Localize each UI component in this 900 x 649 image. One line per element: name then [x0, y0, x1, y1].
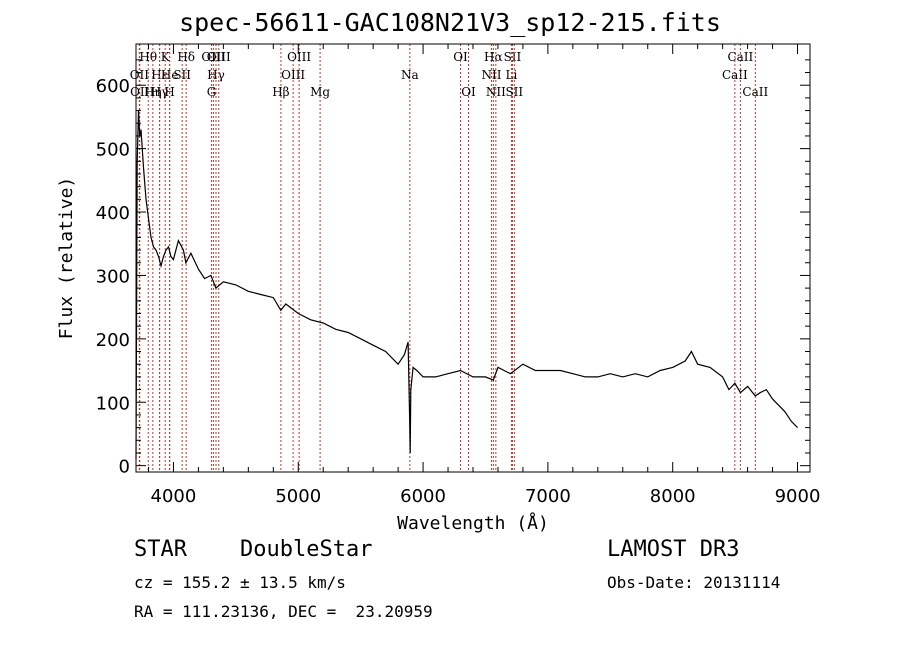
- line-label: NII: [481, 68, 501, 82]
- line-label: Hα: [484, 50, 503, 64]
- line-label: Hδ: [177, 50, 195, 64]
- line-label: Hγ: [151, 85, 169, 99]
- line-label: OIII: [207, 50, 231, 64]
- line-label: G: [207, 85, 217, 99]
- line-label: Hγ: [207, 68, 225, 82]
- x-tick-label: 8000: [650, 486, 696, 507]
- line-label: K: [161, 50, 171, 64]
- line-label: Hη: [144, 85, 162, 99]
- y-tick-label: 600: [96, 76, 130, 97]
- line-label: OIII: [281, 68, 305, 82]
- line-label: CaII: [722, 68, 748, 82]
- line-label: OIII: [201, 50, 225, 64]
- line-label: OI: [461, 85, 476, 99]
- line-label: Hε: [151, 68, 168, 82]
- line-label: Hβ: [272, 85, 289, 99]
- survey-name: LAMOST DR3: [607, 537, 740, 562]
- line-label: SII: [505, 85, 523, 99]
- flux-series-line: [135, 110, 798, 460]
- y-tick-label: 0: [119, 457, 130, 478]
- line-label: SII: [504, 50, 522, 64]
- y-axis-label: Flux (relative): [56, 177, 77, 340]
- x-tick-label: 9000: [775, 486, 821, 507]
- line-label: Na: [401, 68, 419, 82]
- x-tick-label: 5000: [275, 486, 321, 507]
- x-tick-label: 6000: [400, 486, 446, 507]
- line-label: OI: [453, 50, 468, 64]
- line-label: OIII: [287, 50, 311, 64]
- line-label: CaII: [742, 85, 768, 99]
- x-tick-label: 7000: [525, 486, 571, 507]
- object-class: STAR: [134, 537, 187, 562]
- line-label: Li: [506, 68, 518, 82]
- line-label: SII: [173, 68, 191, 82]
- x-axis-label: Wavelength (Å): [397, 512, 549, 534]
- object-subclass: DoubleStar: [240, 537, 373, 562]
- y-tick-label: 500: [96, 140, 130, 161]
- line-label: OII: [130, 68, 150, 82]
- line-label: CaII: [727, 50, 753, 64]
- line-label: He: [161, 68, 179, 82]
- line-label: OII: [130, 85, 150, 99]
- redshift-velocity: cz = 155.2 ± 13.5 km/s: [134, 573, 346, 592]
- y-tick-label: 100: [96, 393, 130, 414]
- line-label: Hθ: [139, 50, 157, 64]
- plot-frame: [135, 43, 811, 473]
- chart-title: spec-56611-GAC108N21V3_sp12-215.fits: [179, 8, 721, 37]
- line-label: NII: [486, 85, 506, 99]
- observation-date: Obs-Date: 20131114: [607, 573, 781, 592]
- ra-dec-coordinates: RA = 111.23136, DEC = 23.20959: [134, 602, 433, 621]
- y-tick-label: 200: [96, 330, 130, 351]
- line-label: H: [164, 85, 174, 99]
- x-tick-label: 4000: [151, 486, 197, 507]
- y-tick-label: 400: [96, 203, 130, 224]
- line-label: Mg: [310, 85, 330, 99]
- y-tick-label: 300: [96, 266, 130, 287]
